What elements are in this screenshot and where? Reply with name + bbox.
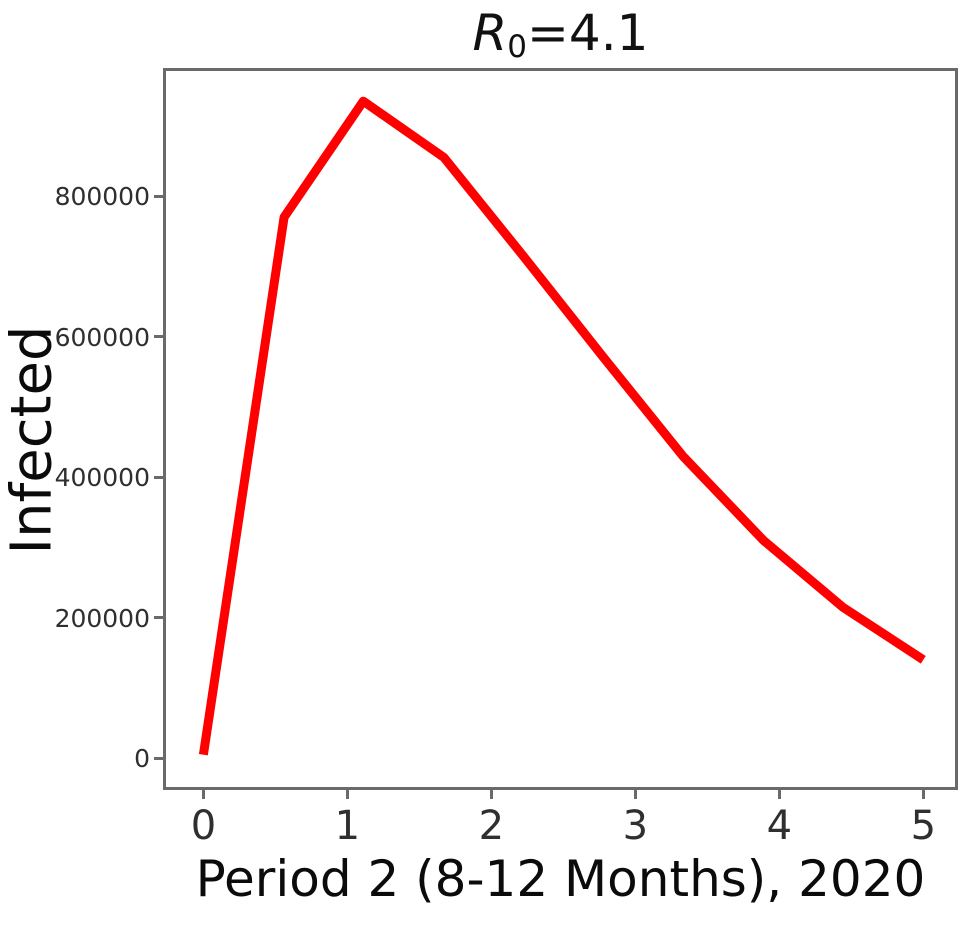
- chart-title-value: =4.1: [527, 4, 649, 62]
- x-tick-mark: [489, 790, 493, 799]
- y-tick-label: 0: [134, 744, 150, 774]
- x-tick-mark: [345, 790, 349, 799]
- x-tick-label: 3: [622, 803, 649, 849]
- y-tick-mark: [154, 756, 163, 760]
- infected-line-chart: [198, 96, 926, 756]
- x-tick-label: 1: [334, 803, 361, 849]
- x-tick-label: 2: [478, 803, 505, 849]
- y-tick-label: 400000: [54, 463, 150, 493]
- x-axis-label: Period 2 (8-12 Months), 2020: [195, 850, 926, 908]
- y-tick-label: 200000: [54, 603, 150, 633]
- y-axis-label: Infected: [0, 325, 65, 555]
- x-tick-label: 4: [766, 803, 793, 849]
- x-tick-mark: [777, 790, 781, 799]
- chart-title-r: R: [472, 4, 508, 62]
- y-tick-mark: [154, 335, 163, 339]
- x-tick-mark: [201, 790, 205, 799]
- x-tick-mark: [633, 790, 637, 799]
- y-tick-mark: [154, 475, 163, 479]
- y-tick-mark: [154, 616, 163, 620]
- chart-title-subscript: 0: [507, 28, 528, 65]
- y-tick-label: 800000: [54, 182, 150, 212]
- plot-area: [163, 68, 958, 790]
- y-tick-mark: [154, 194, 163, 198]
- x-tick-label: 5: [910, 803, 937, 849]
- x-tick-label: 0: [190, 803, 217, 849]
- chart-title: R0=4.1: [163, 0, 958, 66]
- y-tick-label: 600000: [54, 322, 150, 352]
- series-line-infected: [198, 96, 926, 756]
- x-tick-mark: [921, 790, 925, 799]
